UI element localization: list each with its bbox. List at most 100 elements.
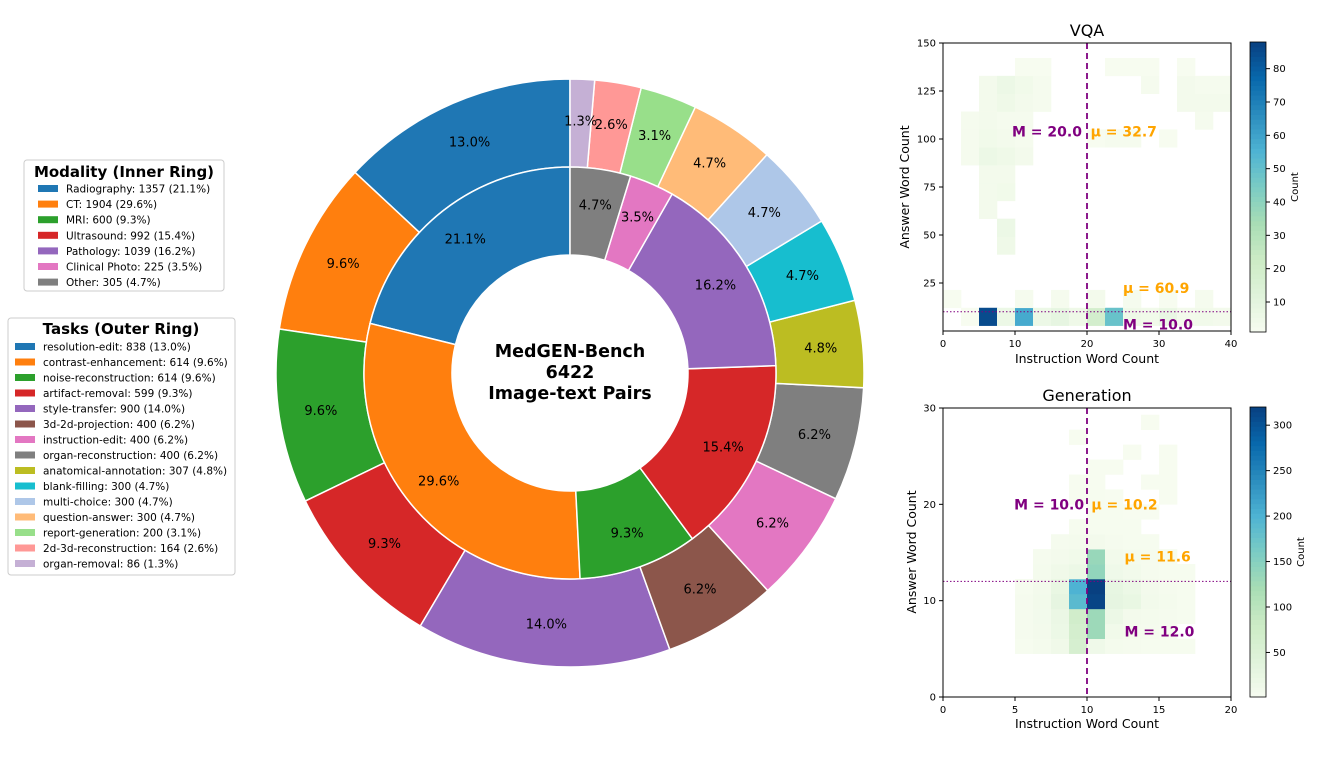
- generation-colorbar-frame: [1249, 406, 1267, 698]
- vqa-cell-18: [1087, 289, 1106, 309]
- vqa-colorbar-band-28: [1250, 191, 1266, 198]
- inner-slice-2: [574, 466, 694, 580]
- vqa-colorbar-band-45: [1250, 109, 1266, 115]
- vqa-xtick-label-4: 40: [1225, 339, 1238, 350]
- vqa-xlabel: Instruction Word Count: [1015, 351, 1159, 366]
- generation-cell-31: [1051, 593, 1070, 610]
- vqa-colorbar-band-9: [1250, 283, 1266, 289]
- generation-colorbar-band-30: [1250, 547, 1266, 553]
- vqa-cell-63: [1105, 57, 1124, 77]
- generation-cell-55: [1141, 564, 1160, 580]
- tasks-legend-swatch-1: [15, 358, 35, 366]
- inner-slice-1: [363, 322, 581, 580]
- tasks-legend-entry-8: anatomical-annotation: 307 (4.8%): [43, 466, 227, 478]
- generation-cell-20: [1033, 608, 1052, 625]
- vqa-cell-27: [979, 165, 998, 184]
- vqa-colorbar-band-8: [1250, 288, 1266, 294]
- generation-cell-49: [1033, 564, 1052, 580]
- generation-cell-92: [1123, 444, 1142, 460]
- vqa-colorbar-band-50: [1250, 85, 1266, 91]
- generation-colorbar-tick-label-4: 250: [1273, 466, 1292, 477]
- generation-colorbar-band-58: [1250, 411, 1266, 418]
- inner-slice-label-0: 21.1%: [445, 233, 486, 248]
- generation-xlabel: Instruction Word Count: [1015, 716, 1159, 731]
- vqa-colorbar-band-1: [1250, 322, 1266, 328]
- generation-cell-7: [1141, 638, 1160, 654]
- generation-cell-78: [1123, 504, 1142, 520]
- vqa-cell-50: [1177, 93, 1196, 112]
- vqa-cell-57: [1141, 75, 1160, 94]
- vqa-colorbar-band-46: [1250, 104, 1266, 111]
- vqa-colorbar-band-52: [1250, 75, 1266, 82]
- generation-colorbar-band-15: [1250, 619, 1266, 625]
- vqa-cell-20: [1159, 289, 1178, 309]
- vqa-colorbar-band-16: [1250, 249, 1266, 256]
- vqa-cell-2: [997, 307, 1016, 326]
- tasks-legend-swatch-10: [15, 498, 35, 505]
- outer-slice-label-4: 14.0%: [526, 617, 567, 632]
- vqa-cell-56: [1033, 75, 1052, 94]
- vqa-cell-36: [1015, 129, 1034, 148]
- generation-colorbar-band-28: [1250, 556, 1266, 563]
- vqa-cell-5: [1051, 307, 1070, 326]
- outer-slice-label-13: 2.6%: [595, 118, 628, 133]
- vqa-cell-49: [1033, 93, 1052, 112]
- vqa-cell-52: [1213, 93, 1232, 112]
- inner-slice-6: [569, 166, 632, 262]
- generation-xtick-label-2: 10: [1081, 705, 1094, 716]
- modality-legend-swatch-4: [38, 247, 58, 255]
- generation-cell-36: [1141, 593, 1160, 610]
- generation-annotation-0: M = 10.0: [1014, 497, 1084, 513]
- generation-cell-60: [1069, 549, 1088, 565]
- generation-cell-90: [1159, 459, 1178, 475]
- generation-cell-45: [1123, 578, 1142, 595]
- tasks-legend-entry-3: artifact-removal: 599 (9.3%): [43, 388, 192, 400]
- vqa-colorbar-band-7: [1250, 293, 1266, 299]
- vqa-colorbar-band-55: [1250, 61, 1266, 67]
- vqa-colorbar-band-37: [1250, 148, 1266, 154]
- outer-slice-label-11: 4.7%: [693, 157, 726, 172]
- modality-legend-entry-4: Pathology: 1039 (16.2%): [66, 246, 195, 258]
- generation-cell-76: [1087, 504, 1106, 520]
- generation-cell-12: [1051, 623, 1070, 640]
- generation-colorbar-band-43: [1250, 484, 1266, 490]
- generation-cell-34: [1105, 593, 1124, 610]
- outer-slice-label-8: 4.8%: [804, 341, 837, 356]
- inner-slice-label-6: 4.7%: [579, 198, 612, 213]
- vqa-colorbar-band-19: [1250, 235, 1266, 241]
- vqa-cell-44: [1015, 111, 1034, 130]
- generation-colorbar-band-18: [1250, 605, 1266, 611]
- generation-cell-91: [1159, 444, 1178, 460]
- inner-slice-label-3: 15.4%: [702, 440, 743, 455]
- generation-ytick-label-3: 30: [923, 404, 936, 415]
- vqa-colorbar-band-3: [1250, 312, 1266, 318]
- legend-modality-title: Modality (Inner Ring): [34, 163, 214, 181]
- generation-cell-83: [1159, 489, 1178, 505]
- vqa-colorbar-band-48: [1250, 95, 1266, 101]
- generation-cell-28: [1177, 608, 1196, 625]
- inner-slice-5: [603, 175, 674, 272]
- vqa-colorbar-band-22: [1250, 220, 1266, 227]
- vqa-colorbar-band-32: [1250, 172, 1266, 178]
- generation-colorbar-band-2: [1250, 682, 1266, 688]
- vqa-cell-28: [997, 165, 1016, 184]
- generation-cell-39: [1015, 578, 1034, 595]
- generation-cell-22: [1069, 608, 1088, 625]
- vqa-annotation-1: μ = 32.7: [1091, 124, 1157, 140]
- vqa-colorbar-band-23: [1250, 216, 1266, 222]
- generation-xtick-label-1: 5: [1012, 705, 1018, 716]
- vqa-colorbar-tick-label-0: 10: [1273, 298, 1286, 309]
- vqa-cell-33: [961, 129, 980, 148]
- vqa-cell-10: [1141, 307, 1160, 326]
- vqa-colorbar-band-0: [1250, 327, 1266, 333]
- inner-slice-4: [627, 193, 777, 370]
- vqa-annotation-0: M = 20.0: [1012, 124, 1082, 140]
- tasks-legend-swatch-3: [15, 389, 35, 397]
- generation-colorbar-band-35: [1250, 523, 1266, 529]
- generation-cell-59: [1051, 549, 1070, 565]
- vqa-cell-8: [1105, 307, 1124, 326]
- vqa-colorbar-band-40: [1250, 133, 1266, 140]
- vqa-colorbar-band-58: [1250, 46, 1266, 53]
- vqa-colorbar-band-35: [1250, 158, 1266, 164]
